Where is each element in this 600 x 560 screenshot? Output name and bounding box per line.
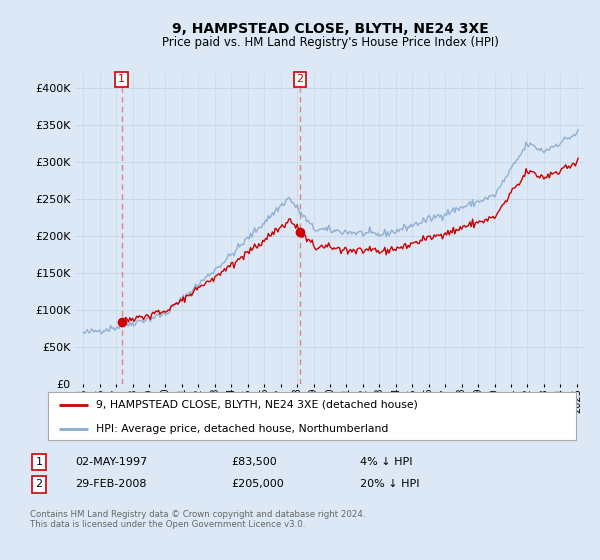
Text: 20% ↓ HPI: 20% ↓ HPI — [360, 479, 419, 489]
Text: 4% ↓ HPI: 4% ↓ HPI — [360, 457, 413, 467]
Text: Contains HM Land Registry data © Crown copyright and database right 2024.
This d: Contains HM Land Registry data © Crown c… — [30, 510, 365, 529]
Text: HPI: Average price, detached house, Northumberland: HPI: Average price, detached house, Nort… — [95, 424, 388, 434]
Text: 9, HAMPSTEAD CLOSE, BLYTH, NE24 3XE: 9, HAMPSTEAD CLOSE, BLYTH, NE24 3XE — [172, 22, 488, 36]
Text: 29-FEB-2008: 29-FEB-2008 — [75, 479, 146, 489]
Text: 02-MAY-1997: 02-MAY-1997 — [75, 457, 147, 467]
Text: 2: 2 — [296, 74, 304, 85]
Text: 1: 1 — [35, 457, 43, 467]
Text: 1: 1 — [118, 74, 125, 85]
Text: £205,000: £205,000 — [231, 479, 284, 489]
Text: 9, HAMPSTEAD CLOSE, BLYTH, NE24 3XE (detached house): 9, HAMPSTEAD CLOSE, BLYTH, NE24 3XE (det… — [95, 400, 418, 410]
Text: Price paid vs. HM Land Registry's House Price Index (HPI): Price paid vs. HM Land Registry's House … — [161, 36, 499, 49]
Text: £83,500: £83,500 — [231, 457, 277, 467]
Text: 2: 2 — [35, 479, 43, 489]
